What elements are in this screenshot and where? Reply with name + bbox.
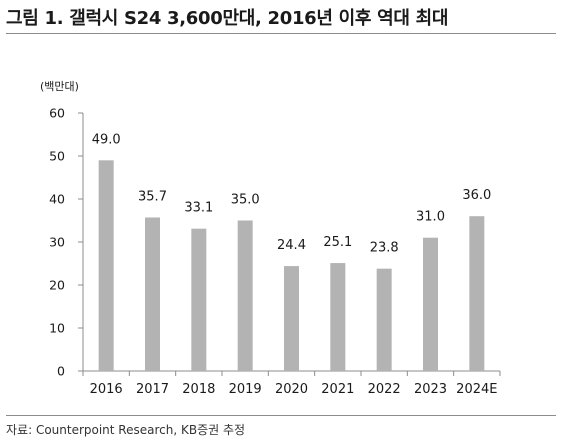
bar — [237, 220, 253, 371]
y-tick-label: 40 — [49, 192, 65, 207]
bar-value-label: 23.8 — [370, 241, 399, 256]
bar — [145, 217, 160, 371]
x-tick-label: 2020 — [275, 382, 308, 397]
bar-value-label: 35.7 — [138, 189, 167, 204]
x-tick-label: 2021 — [321, 382, 354, 397]
x-tick-label: 2024E — [456, 382, 497, 397]
y-axis: 0 10 20 30 40 50 60 — [49, 106, 84, 379]
source-divider — [6, 415, 556, 416]
x-tick-label: 2022 — [368, 382, 401, 397]
y-tick-label: 10 — [49, 321, 65, 336]
y-axis-unit-label: (백만대) — [40, 80, 79, 93]
bar-series — [98, 160, 485, 371]
data-labels: 49.0 35.7 33.1 35.0 24.4 25.1 23.8 31.0 36.0 — [92, 132, 492, 255]
x-tick-label: 2018 — [182, 382, 215, 397]
y-tick-label: 60 — [49, 106, 65, 121]
y-tick-label: 20 — [49, 278, 65, 293]
x-tick-label: 2016 — [90, 382, 123, 397]
bar-value-label: 25.1 — [323, 235, 352, 250]
bar — [98, 160, 114, 371]
bar — [330, 263, 346, 371]
title-divider — [6, 33, 556, 34]
bar-value-label: 33.1 — [184, 201, 213, 216]
y-tick-label: 0 — [57, 364, 65, 379]
bar-value-label: 49.0 — [92, 132, 121, 147]
figure-title: 그림 1. 갤럭시 S24 3,600만대, 2016년 이후 역대 최대 — [6, 8, 449, 29]
x-axis: 2016 2017 2018 2019 2020 2021 2022 2023 2024E — [82, 370, 501, 397]
bar-value-label: 31.0 — [416, 210, 445, 225]
bar — [191, 228, 207, 371]
x-tick-label: 2019 — [229, 382, 262, 397]
source-note: 자료: Counterpoint Research, KB증권 추정 — [6, 423, 246, 437]
bar — [284, 266, 299, 371]
bar-chart: (백만대) 0 10 20 30 40 50 60 2016 2017 2018 2019 2020… — [40, 80, 501, 397]
bar — [376, 268, 392, 371]
bar-value-label: 24.4 — [277, 238, 306, 253]
bar — [423, 237, 438, 371]
x-tick-label: 2023 — [414, 382, 447, 397]
x-tick-label: 2017 — [136, 382, 169, 397]
bar — [469, 216, 485, 371]
bar-value-label: 35.0 — [231, 193, 260, 208]
bar-value-label: 36.0 — [462, 188, 491, 203]
y-tick-label: 50 — [49, 149, 65, 164]
y-tick-label: 30 — [49, 235, 65, 250]
